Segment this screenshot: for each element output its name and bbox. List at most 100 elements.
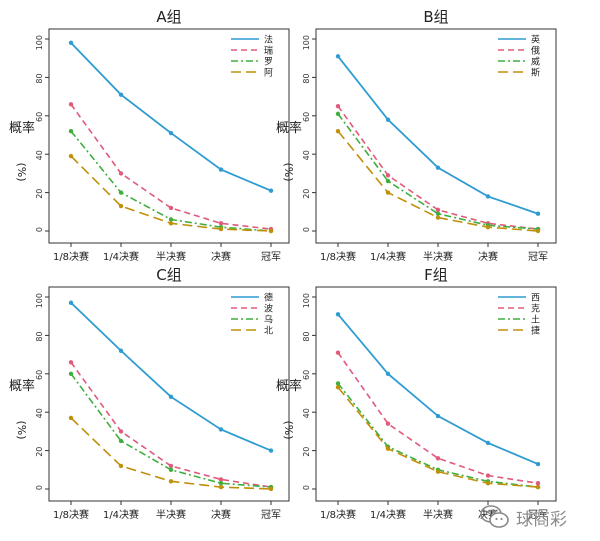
data-point bbox=[385, 190, 391, 195]
y-tick-label: 80 bbox=[302, 331, 311, 341]
data-point bbox=[335, 381, 341, 386]
data-point bbox=[535, 484, 541, 490]
data-point bbox=[385, 421, 391, 426]
data-point bbox=[168, 479, 174, 484]
legend-label: 英 bbox=[531, 34, 540, 46]
data-point bbox=[218, 427, 224, 432]
data-point bbox=[218, 481, 224, 486]
chart-title: A组 bbox=[156, 8, 181, 26]
series-line-俄 bbox=[337, 105, 539, 230]
y-tick-label: 80 bbox=[302, 73, 311, 83]
x-tick-label: 1/4决赛 bbox=[103, 508, 139, 521]
data-point bbox=[535, 211, 541, 216]
watermark-text: 球商彩 bbox=[516, 509, 567, 530]
data-point bbox=[535, 228, 541, 234]
data-point bbox=[535, 461, 541, 467]
chart-title: C组 bbox=[156, 266, 181, 284]
x-tick-label: 半决赛 bbox=[156, 508, 186, 521]
data-point bbox=[435, 456, 441, 461]
data-point bbox=[335, 111, 341, 117]
data-point bbox=[268, 448, 274, 453]
data-point bbox=[335, 312, 341, 317]
data-point bbox=[485, 440, 491, 446]
x-tick-label: 1/8决赛 bbox=[53, 508, 89, 521]
data-point bbox=[168, 463, 174, 469]
legend-label: 土 bbox=[531, 314, 540, 326]
y-tick-label: 60 bbox=[302, 370, 311, 380]
chart-title: B组 bbox=[423, 8, 448, 26]
data-point bbox=[168, 221, 174, 226]
series-line-北 bbox=[70, 417, 272, 490]
data-point bbox=[218, 167, 224, 172]
data-point bbox=[435, 215, 441, 220]
series-line-德 bbox=[70, 302, 272, 452]
data-point bbox=[168, 205, 174, 211]
y-tick-label: 60 bbox=[35, 370, 44, 380]
y-tick-label: 100 bbox=[35, 293, 44, 308]
series-line-瑞 bbox=[70, 103, 272, 230]
x-tick-label: 决赛 bbox=[211, 508, 231, 521]
y-axis-label: 概率 bbox=[276, 378, 302, 394]
data-point bbox=[68, 415, 74, 421]
y-tick-label: 40 bbox=[35, 150, 44, 160]
data-point bbox=[168, 467, 174, 472]
plot-frame bbox=[315, 286, 557, 502]
y-axis-label: 概率 bbox=[276, 120, 302, 136]
data-point bbox=[335, 128, 341, 134]
x-tick-label: 决赛 bbox=[478, 250, 498, 263]
y-tick-label: 20 bbox=[302, 189, 311, 199]
data-point bbox=[485, 481, 491, 486]
x-tick-label: 冠军 bbox=[528, 251, 548, 263]
data-point bbox=[385, 173, 391, 178]
data-point bbox=[118, 438, 124, 444]
data-point bbox=[218, 226, 224, 232]
data-point bbox=[335, 104, 341, 109]
legend-label: 克 bbox=[531, 304, 540, 315]
y-tick-label: 20 bbox=[35, 447, 44, 457]
y-axis-unit: (%) bbox=[282, 162, 295, 181]
data-point bbox=[118, 190, 124, 195]
watermark: 球商彩 bbox=[480, 500, 596, 534]
data-point bbox=[68, 128, 74, 134]
series-line-波 bbox=[70, 361, 272, 488]
plot-frame bbox=[315, 28, 557, 244]
y-tick-label: 60 bbox=[302, 112, 311, 122]
y-axis-unit: (%) bbox=[15, 420, 28, 439]
legend-label: 阿 bbox=[264, 68, 273, 79]
data-point bbox=[68, 102, 74, 107]
y-tick-label: 40 bbox=[35, 408, 44, 418]
data-point bbox=[268, 228, 274, 234]
data-point bbox=[168, 130, 174, 136]
x-tick-label: 1/8决赛 bbox=[53, 250, 89, 263]
data-point bbox=[335, 350, 341, 355]
x-tick-label: 1/4决赛 bbox=[103, 250, 139, 263]
x-tick-label: 决赛 bbox=[211, 250, 231, 263]
y-tick-label: 0 bbox=[35, 485, 44, 490]
data-point bbox=[435, 413, 441, 419]
legend-label: 罗 bbox=[264, 57, 273, 68]
x-tick-label: 半决赛 bbox=[423, 250, 453, 263]
y-tick-label: 20 bbox=[35, 189, 44, 199]
x-tick-label: 1/4决赛 bbox=[370, 508, 406, 521]
legend-label: 斯 bbox=[531, 67, 540, 79]
x-tick-label: 1/8决赛 bbox=[320, 250, 356, 263]
y-tick-label: 40 bbox=[302, 150, 311, 160]
y-tick-label: 0 bbox=[302, 227, 311, 232]
legend-label: 德 bbox=[264, 292, 273, 304]
y-tick-label: 0 bbox=[35, 227, 44, 232]
data-point bbox=[335, 54, 341, 59]
data-point bbox=[218, 477, 224, 482]
legend-label: 威 bbox=[531, 56, 540, 68]
y-tick-label: 0 bbox=[302, 485, 311, 490]
series-line-英 bbox=[337, 55, 539, 215]
data-point bbox=[485, 224, 491, 230]
x-tick-label: 1/4决赛 bbox=[370, 250, 406, 263]
series-line-西 bbox=[337, 313, 539, 465]
data-point bbox=[68, 300, 74, 305]
series-line-捷 bbox=[337, 386, 539, 488]
y-tick-label: 100 bbox=[302, 35, 311, 50]
